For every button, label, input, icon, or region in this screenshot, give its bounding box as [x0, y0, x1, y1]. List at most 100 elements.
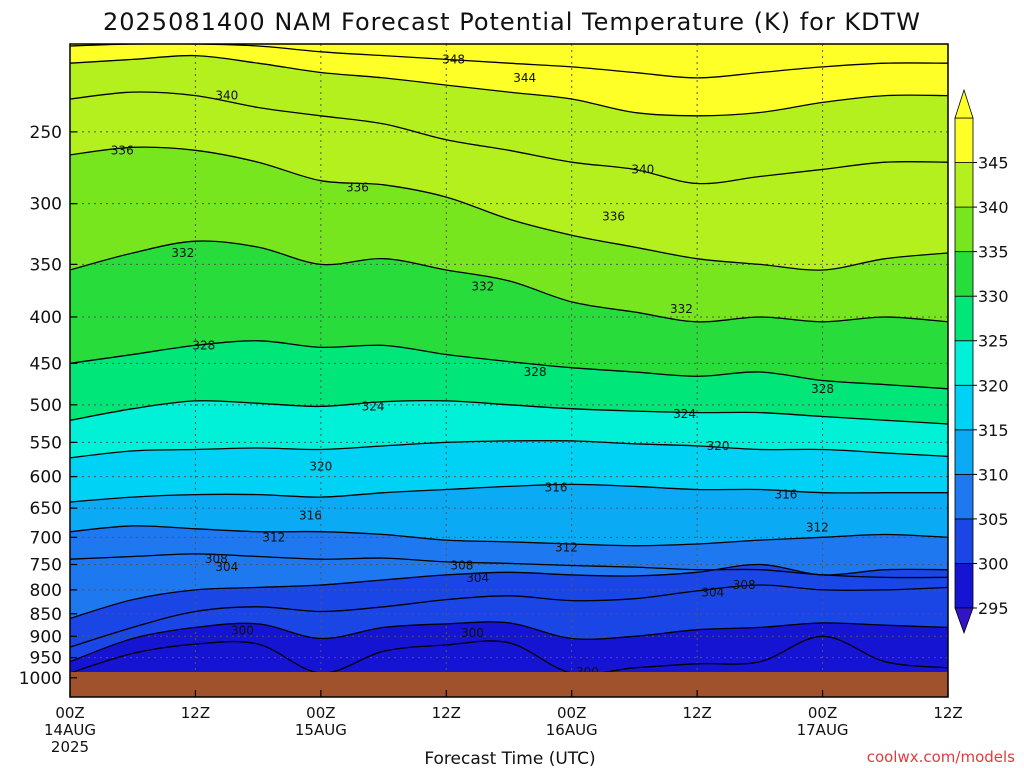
colorbar-swatch: [954, 518, 974, 564]
pressure-axis: 2503003504004505005506006507007508008509…: [19, 123, 77, 689]
contour-label: 348: [442, 52, 465, 66]
colorbar-label: 295: [978, 599, 1009, 618]
contour-label: 324: [673, 407, 696, 421]
y-tick-label: 850: [30, 605, 62, 625]
x-tick-label: 12Z: [682, 704, 711, 722]
y-tick-label: 550: [30, 433, 62, 453]
isentrope-336: [70, 146, 948, 271]
y-tick-label: 950: [30, 649, 62, 669]
contour-label: 300: [231, 624, 254, 638]
contour-label: 332: [171, 246, 194, 260]
colorbar-bottom-arrow: [954, 607, 974, 635]
isentrope-300: [70, 635, 948, 675]
y-tick-label: 500: [30, 396, 62, 416]
colorbar-swatch: [954, 384, 974, 431]
x-tick-year: 2025: [51, 738, 89, 756]
y-tick-label: 400: [30, 308, 62, 328]
y-tick-label: 250: [30, 123, 62, 143]
x-axis-label: Forecast Time (UTC): [424, 749, 595, 768]
contour-label: 308: [205, 552, 228, 566]
contour-label: 332: [471, 279, 494, 293]
contour-label: 300: [461, 626, 484, 640]
isentrope-328: [70, 340, 948, 390]
colorbar-swatch: [954, 117, 974, 163]
contour-label: 340: [215, 89, 238, 103]
colorbar-label: 310: [978, 465, 1009, 484]
x-tick-date: 17AUG: [797, 721, 849, 739]
theta-band-344: [70, 44, 948, 116]
colorbar-label: 330: [978, 287, 1009, 306]
x-tick-label: 00Z: [306, 704, 335, 722]
contour-label: 316: [299, 508, 322, 522]
x-tick-label: 00Z: [557, 704, 586, 722]
y-tick-label: 750: [30, 555, 62, 575]
contour-label: 312: [262, 530, 285, 544]
x-tick-label: 00Z: [808, 704, 837, 722]
x-tick-label: 12Z: [933, 704, 962, 722]
contour-label: 320: [707, 439, 730, 453]
contour-labels: 348 344 340 340 336 336 336 332 332 332 328 328 328 3…: [111, 52, 834, 678]
contour-label: 316: [545, 481, 568, 495]
colorbar-swatch: [954, 251, 974, 297]
isentrope-344: [70, 54, 948, 117]
contour-label: 312: [806, 521, 829, 535]
colorbar-legend: 295 300 305 310 315 320 325 330 335 340 345: [954, 88, 1009, 635]
colorbar-top-arrow: [954, 88, 974, 119]
isentrope-316: [70, 483, 948, 503]
contour-label: 328: [524, 365, 547, 379]
theta-color-field: [70, 44, 948, 697]
chart-title: 2025081400 NAM Forecast Potential Temper…: [103, 8, 921, 36]
x-tick-label: 00Z: [55, 704, 84, 722]
ground-surface-band: [70, 672, 948, 697]
source-credit: coolwx.com/models: [867, 748, 1015, 766]
y-tick-label: 800: [30, 581, 62, 601]
y-tick-label: 1000: [19, 669, 62, 689]
colorbar-swatch: [954, 429, 974, 475]
isentrope-306: [70, 563, 948, 620]
isentrope-324: [70, 399, 948, 425]
y-tick-label: 900: [30, 627, 62, 647]
contour-label: 332: [670, 302, 693, 316]
contour-label: 320: [309, 460, 332, 474]
contour-label: 308: [451, 559, 474, 573]
contour-label: 308: [733, 578, 756, 592]
contour-label: 336: [111, 143, 134, 157]
isentrope-332: [70, 240, 948, 323]
colorbar-label: 320: [978, 376, 1009, 395]
contour-label: 304: [701, 585, 724, 599]
contour-label: 324: [362, 399, 385, 413]
isentrope-304: [70, 584, 948, 648]
contour-label: 328: [811, 382, 834, 396]
isentrope-312: [70, 525, 948, 547]
y-tick-label: 450: [30, 354, 62, 374]
colorbar-label: 305: [978, 510, 1009, 529]
colorbar-label: 345: [978, 154, 1009, 173]
y-tick-label: 600: [30, 468, 62, 488]
contour-label: 316: [775, 488, 798, 502]
contour-label: 304: [466, 571, 489, 585]
y-tick-label: 350: [30, 255, 62, 275]
y-tick-label: 700: [30, 528, 62, 548]
x-tick-label: 12Z: [432, 704, 461, 722]
isentrope-340: [70, 91, 948, 185]
isentrope-contours: [70, 44, 948, 675]
isentrope-302: [70, 621, 948, 663]
contour-label: 344: [513, 71, 536, 85]
plot-frame: [69, 43, 949, 698]
x-tick-date: 16AUG: [546, 721, 598, 739]
colorbar-swatch: [954, 162, 974, 208]
contour-label: 336: [346, 181, 369, 195]
x-tick-date: 14AUG: [44, 721, 96, 739]
colorbar-swatch: [954, 340, 974, 386]
contour-label: 340: [631, 162, 654, 176]
colorbar-swatch: [954, 295, 974, 342]
colorbar-swatch: [954, 473, 974, 520]
isentrope-320: [70, 440, 948, 459]
colorbar-label: 300: [978, 554, 1009, 573]
contour-label: 336: [602, 210, 625, 224]
colorbar-label: 340: [978, 198, 1009, 217]
colorbar-label: 335: [978, 243, 1009, 262]
x-tick-date: 15AUG: [295, 721, 347, 739]
